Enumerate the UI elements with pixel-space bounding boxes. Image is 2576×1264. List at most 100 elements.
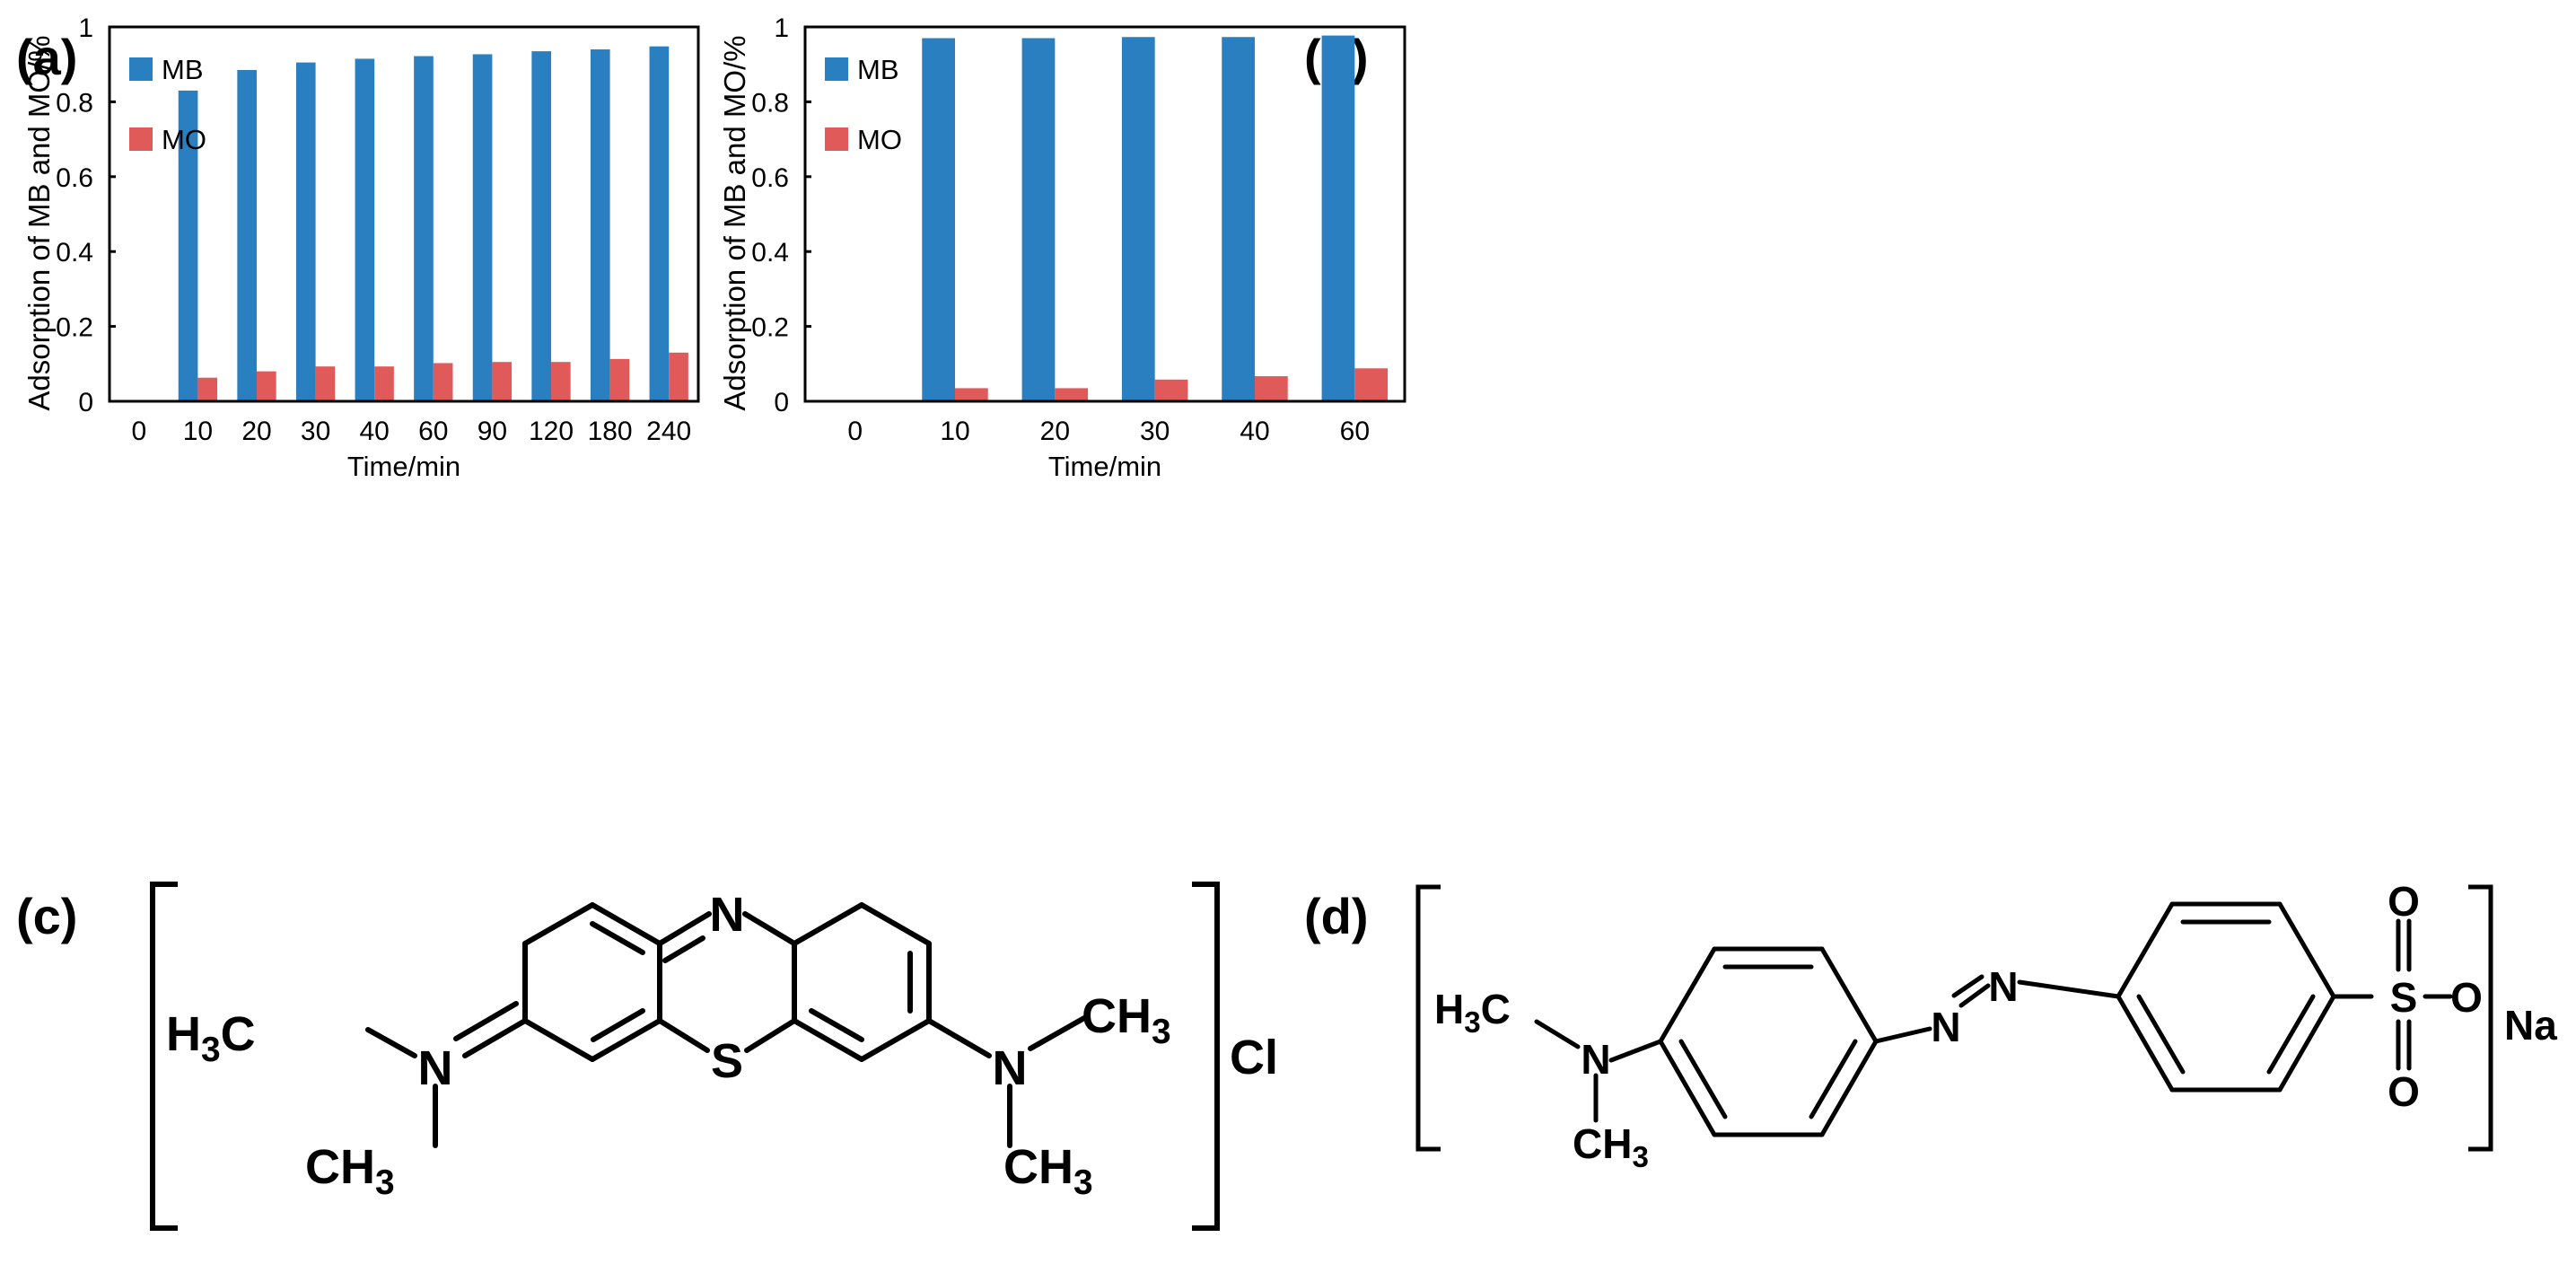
counter-ion-cl: Cl <box>1230 1031 1278 1084</box>
structure-methyl-orange: (d) <box>1304 878 2557 1174</box>
bracket-left-d <box>1415 884 1441 1152</box>
bar-mo-180 <box>609 358 630 401</box>
legend-label-mo-b: MO <box>857 124 902 155</box>
methyl-left-top-c: H3C <box>166 1007 256 1069</box>
plot-frame-a <box>108 25 700 403</box>
bar-mb-10 <box>922 38 955 401</box>
y-ticks-a <box>110 25 116 403</box>
bar-mb-20 <box>1021 38 1056 401</box>
bar-mb-10 <box>178 90 198 401</box>
x-tick-labels-b: 0 10 20 30 40 60 <box>847 417 1370 446</box>
x-axis-label-b: Time/min <box>1048 451 1161 482</box>
atom-n-amine-d: N <box>1581 1036 1610 1083</box>
atom-n-azo2-d: N <box>1988 963 2018 1010</box>
bar-mb-60 <box>1321 35 1355 401</box>
y-tick-labels-b: 0 0.2 0.4 0.6 0.8 1 <box>751 13 789 417</box>
y-tick-label: 0 <box>78 388 93 417</box>
chart-panel-a: (a) 0 0.2 0.4 0.6 0.8 1 0 10 20 30 40 60 90 120 180 24… <box>16 13 700 482</box>
atom-s-center-c: S <box>711 1034 743 1088</box>
bar-mo-60 <box>1354 368 1389 401</box>
legend-swatch-mo-b <box>825 127 848 151</box>
bar-mo-240 <box>669 352 688 401</box>
x-tick-label: 120 <box>529 417 574 446</box>
bar-mo-30 <box>315 366 336 401</box>
bar-mb-60 <box>414 56 434 401</box>
x-tick-labels-a: 0 10 20 30 40 60 90 120 180 240 <box>131 417 691 446</box>
bar-mb-240 <box>649 46 670 402</box>
atom-o-right-d: O <box>2450 974 2483 1021</box>
legend-label-mb-b: MB <box>857 54 899 85</box>
x-tick-label: 0 <box>847 417 863 446</box>
bar-mb-30 <box>1121 37 1155 401</box>
y-ticks-b <box>805 25 811 403</box>
methyl-right-top-c: CH3 <box>1082 989 1171 1051</box>
legend-label-mo-a: MO <box>162 124 206 155</box>
x-tick-label: 60 <box>418 417 448 446</box>
x-tick-label: 180 <box>588 417 633 446</box>
x-tick-label: 20 <box>1040 417 1070 446</box>
bar-mo-20 <box>1055 388 1089 401</box>
panel-label-d: (d) <box>1304 888 1369 944</box>
atom-labels-d: H3C N CH3 N N S O O O Na <box>1434 878 2557 1174</box>
legend-swatch-mb-b <box>825 57 848 81</box>
x-tick-label: 30 <box>1140 417 1170 446</box>
atom-o-bottom-d: O <box>2388 1068 2420 1115</box>
bracket-left-c <box>150 882 178 1231</box>
bars-a <box>178 46 688 402</box>
methyl-top-d: H3C <box>1434 986 1511 1040</box>
bar-mo-10 <box>955 388 988 401</box>
bar-mo-20 <box>257 371 276 401</box>
legend-swatch-mb-a <box>129 57 153 81</box>
y-axis-label-a: Adsorption of MB and MO/% <box>22 35 56 410</box>
y-tick-label: 0.2 <box>56 313 93 343</box>
x-tick-label: 40 <box>1240 417 1269 446</box>
atom-labels-c: N S N N H3C CH3 CH3 CH3 Cl <box>166 888 1278 1202</box>
methyl-right-bottom-c: CH3 <box>1003 1140 1093 1202</box>
x-tick-label: 240 <box>646 417 691 446</box>
bar-mo-10 <box>197 377 218 401</box>
y-tick-label: 0.2 <box>751 313 789 343</box>
bar-mo-120 <box>551 362 571 401</box>
panel-label-c: (c) <box>16 888 77 944</box>
legend-label-mb-a: MB <box>162 54 204 85</box>
bar-mb-40 <box>355 58 375 401</box>
x-tick-label: 30 <box>301 417 330 446</box>
legend-a: MB MO <box>129 54 206 155</box>
bars-b <box>922 35 1389 401</box>
y-tick-label: 0.4 <box>56 238 93 268</box>
bonds-c <box>365 902 1087 1148</box>
bar-mb-40 <box>1222 37 1255 401</box>
structure-methylene-blue: (c) <box>16 882 1278 1231</box>
legend-swatch-mo-a <box>129 127 153 151</box>
bar-mb-30 <box>295 62 316 402</box>
counter-ion-na: Na <box>2504 1002 2557 1049</box>
atom-n-left-c: N <box>418 1041 453 1095</box>
x-tick-label: 10 <box>183 417 213 446</box>
bar-mo-30 <box>1154 379 1188 401</box>
x-tick-label: 90 <box>478 417 507 446</box>
bar-mb-20 <box>237 69 257 401</box>
plot-frame-b <box>803 25 1406 403</box>
bracket-right-c <box>1192 882 1220 1231</box>
x-tick-label: 10 <box>940 417 969 446</box>
bar-mo-40 <box>1255 376 1288 401</box>
y-tick-label: 0.6 <box>56 163 93 193</box>
atom-n-azo1-d: N <box>1931 1004 1960 1050</box>
x-tick-label: 0 <box>131 417 146 446</box>
legend-b: MB MO <box>825 54 902 155</box>
bar-mo-60 <box>433 363 453 401</box>
y-tick-label: 0.4 <box>751 238 789 268</box>
y-tick-label: 0.6 <box>751 163 789 193</box>
methyl-left-bottom-c: CH3 <box>305 1140 395 1202</box>
x-axis-label-a: Time/min <box>347 451 460 482</box>
methyl-bottom-d: CH3 <box>1573 1120 1649 1174</box>
y-tick-label: 1 <box>78 13 93 43</box>
y-axis-label-b: Adsorption of MB and MO/% <box>718 35 751 410</box>
x-tick-label: 20 <box>241 417 271 446</box>
atom-o-top-d: O <box>2388 878 2420 925</box>
bar-mo-40 <box>374 366 394 401</box>
y-tick-label: 0 <box>774 388 789 417</box>
bracket-right-d <box>2468 884 2493 1152</box>
bonds-d <box>1534 901 2453 1137</box>
bar-mb-90 <box>472 54 493 401</box>
